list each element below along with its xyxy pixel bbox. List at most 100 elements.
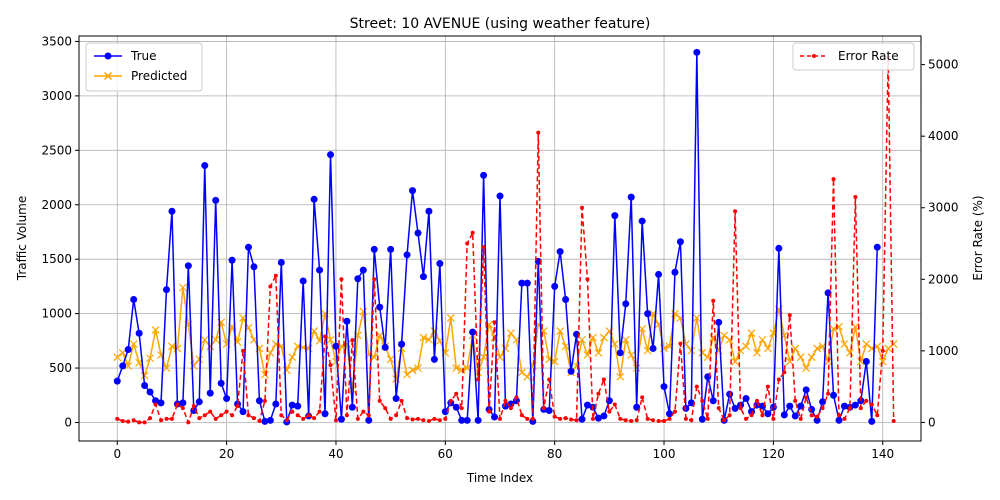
legend-right: Error Rate — [792, 42, 915, 71]
series-true-point — [698, 415, 706, 423]
series-true-point — [157, 399, 165, 407]
series-predicted-point — [638, 324, 647, 333]
series-error-rate-point — [580, 205, 585, 210]
series-error-rate-point — [246, 413, 251, 418]
series-predicted-point — [742, 342, 750, 351]
series-error-rate-point — [197, 416, 202, 421]
series-error-rate-point — [142, 420, 147, 425]
series-error-rate-point — [798, 416, 803, 421]
series-true-point — [327, 151, 335, 159]
series-error-rate-point — [678, 341, 683, 346]
series-true-point — [676, 238, 684, 246]
y2-tick-label: 1000 — [928, 344, 959, 358]
series-true-point — [682, 404, 690, 412]
series-error-rate-point — [815, 414, 820, 419]
series-true-point — [370, 245, 378, 253]
series-error-rate-point — [470, 230, 475, 235]
series-predicted-point — [824, 357, 832, 366]
y-tick-label: 2500 — [41, 143, 72, 157]
series-true-point — [261, 417, 269, 425]
series-error-rate-point — [164, 416, 169, 421]
series-true-point — [179, 399, 187, 407]
series-true-point — [244, 243, 252, 251]
series-error-rate-point — [301, 416, 306, 421]
series-error-rate-point — [487, 409, 492, 414]
series-predicted-point — [556, 327, 565, 335]
series-error-rate-point — [744, 416, 749, 421]
series-error-rate-point — [662, 418, 667, 423]
y-tick-label: 2000 — [41, 198, 72, 212]
series-error-rate-point — [262, 398, 267, 403]
series-error-rate-point — [186, 420, 191, 425]
series-error-rate-point — [612, 402, 617, 407]
series-predicted-point — [720, 331, 729, 340]
series-predicted-point — [195, 355, 204, 364]
series-predicted-point — [288, 353, 297, 362]
series-true-point — [600, 412, 608, 420]
series-error-rate-point — [672, 409, 677, 414]
series-predicted-point — [501, 344, 510, 353]
series-error-rate-point — [541, 406, 546, 411]
series-error-rate-point — [202, 413, 207, 418]
series-error-rate-point — [465, 241, 470, 246]
series-true-point — [430, 355, 438, 363]
y-tick-label: 3500 — [41, 34, 72, 48]
series-error-rate-point — [361, 409, 366, 414]
series-true-point — [824, 289, 832, 297]
series-error-rate-point — [224, 409, 229, 414]
x-tick-label: 20 — [219, 447, 234, 461]
series-error-rate-point — [640, 395, 645, 400]
x-tick-label: 0 — [113, 447, 121, 461]
series-error-rate-point — [853, 194, 858, 199]
series-predicted-point — [698, 348, 707, 357]
series-true-point — [201, 162, 209, 170]
series-error-rate-point — [459, 406, 464, 411]
series-true-point — [786, 402, 794, 410]
series-true-point — [851, 401, 859, 409]
series-true-point — [343, 317, 351, 325]
series-predicted-point — [496, 353, 504, 362]
series-error-rate-point — [432, 416, 437, 421]
series-true-point — [130, 295, 138, 303]
series-true-point — [409, 187, 417, 195]
series-true-point — [862, 358, 870, 366]
series-predicted-point — [627, 351, 636, 359]
series-predicted-point — [419, 333, 428, 342]
series-predicted-point — [687, 346, 696, 355]
legend-predicted-marker — [103, 71, 113, 81]
series-predicted-point — [124, 361, 133, 370]
series-true-point — [791, 412, 799, 420]
plot-frame — [78, 35, 922, 442]
series-error-rate-point — [498, 416, 502, 421]
series-true-point — [212, 196, 220, 204]
y2-tick-label: 5000 — [928, 58, 959, 72]
series-error-rate-point — [355, 416, 360, 421]
series-true-point — [266, 416, 274, 424]
series-error-rate-point — [651, 418, 656, 423]
y-axis-label: Traffic Volume — [15, 196, 29, 282]
series-predicted-point — [884, 344, 893, 353]
series-predicted-point — [599, 333, 608, 342]
series-error-rate-point — [869, 402, 874, 407]
series-error-rate-point — [558, 416, 563, 421]
y-tick-label: 1000 — [41, 307, 72, 321]
series-true-point — [124, 346, 132, 354]
series-error-rate-point — [437, 418, 442, 423]
series-predicted-point — [632, 364, 641, 372]
legend-left-box — [85, 42, 203, 92]
series-error-rate-point — [836, 413, 841, 418]
series-predicted-point — [856, 357, 865, 366]
series-error-rate-point — [858, 406, 863, 411]
series-true-point — [819, 398, 827, 406]
series-error-rate-point — [749, 413, 754, 418]
series-true-point — [119, 362, 127, 370]
series-predicted-point — [616, 372, 625, 381]
y2-axis-label: Error Rate (%) — [971, 195, 985, 280]
series-predicted-point — [594, 348, 603, 357]
y2-tick-label: 4000 — [928, 129, 959, 143]
series-true-point — [813, 416, 821, 424]
series-error-rate-point — [372, 277, 377, 282]
series-predicted-point — [424, 335, 433, 344]
series-true-point — [622, 300, 630, 308]
